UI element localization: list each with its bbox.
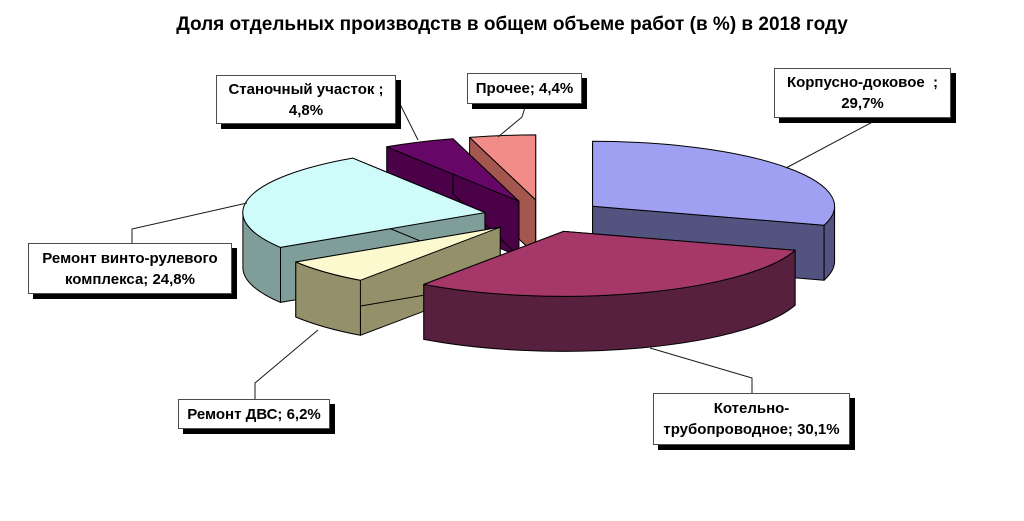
- callout-text-line: Ремонт винто-рулевого: [42, 249, 218, 267]
- callout-text-line: Станочный участок ;: [228, 80, 384, 98]
- callout-text-line: 4,8%: [288, 101, 324, 119]
- pie-slice-kotelno-truboprovodnoe-top: [423, 230, 796, 297]
- pie-slice-remont-vinto-rulevogo-top: [242, 157, 486, 248]
- callout-korpusno-dokovoe: Корпусно-доковое ; 29,7%: [774, 68, 951, 118]
- pie-slice-stanochnyi-uchastok-top: [386, 138, 520, 202]
- callout-text-line: комплекса; 24,8%: [65, 270, 195, 288]
- leader-line-stanochnyi-uchastok: [396, 97, 419, 141]
- callout-text-line: Корпусно-доковое ;: [786, 74, 939, 91]
- callout-prochee: Прочее; 4,4%: [467, 73, 582, 104]
- leader-line-remont-dvs: [254, 329, 319, 399]
- callout-text-line: Ремонт ДВС; 6,2%: [187, 405, 321, 423]
- callout-text-line: Котельно-: [713, 400, 790, 417]
- leader-line-kotelno-truboprovodnoe: [649, 347, 753, 393]
- callout-remont-vinto-rulevogo: Ремонт винто-рулевого комплекса; 24,8%: [28, 243, 232, 294]
- callout-text-line: Прочее; 4,4%: [475, 80, 574, 97]
- leader-line-korpusno-dokovoe: [785, 117, 881, 169]
- callout-text-line: трубопроводное; 30,1%: [663, 421, 840, 438]
- callout-remont-dvs: Ремонт ДВС; 6,2%: [178, 399, 330, 429]
- callout-text-line: 29,7%: [841, 95, 884, 112]
- callout-kotelno-truboprovodnoe: Котельно-трубопроводное; 30,1%: [653, 393, 850, 445]
- pie-slice-remont-dvs-top: [295, 226, 501, 281]
- pie-slice-prochee-top: [469, 134, 537, 201]
- chart-title: Доля отдельных производств в общем объем…: [176, 14, 848, 35]
- callout-stanochnyi-uchastok: Станочный участок ; 4,8%: [216, 75, 396, 124]
- leader-line-prochee: [497, 103, 527, 138]
- leader-line-remont-vinto-rulevogo: [131, 202, 248, 243]
